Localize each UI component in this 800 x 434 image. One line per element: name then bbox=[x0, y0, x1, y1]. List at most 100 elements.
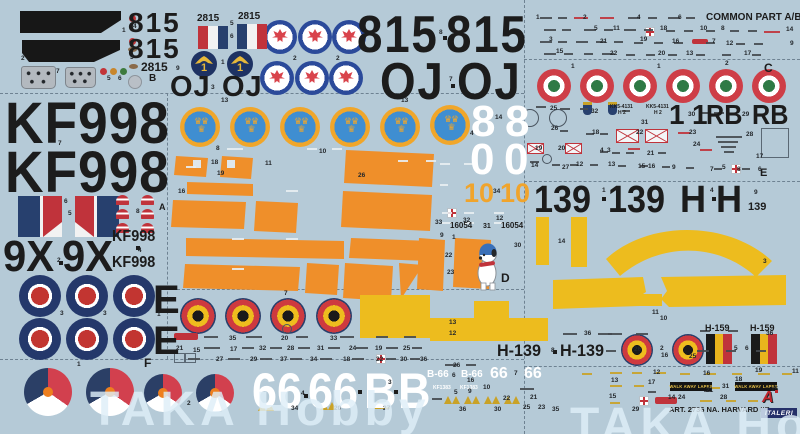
decal-index-number: 2 bbox=[725, 60, 729, 67]
decal-index-number: 7 bbox=[710, 166, 714, 173]
decal-index-number: 15 bbox=[556, 48, 564, 55]
white-stencil-text-mark bbox=[286, 238, 298, 240]
stencil-text-mark bbox=[602, 53, 614, 55]
decal-index-number: 33 bbox=[330, 335, 338, 342]
decal-text: 31 bbox=[483, 223, 491, 230]
decal-index-number: 6 bbox=[758, 166, 762, 173]
stencil-text-mark bbox=[748, 30, 757, 32]
stencil-text-mark bbox=[563, 333, 577, 335]
maple-leaf-icon bbox=[304, 70, 320, 83]
stencil-text-mark bbox=[714, 168, 722, 170]
red-x-box-decal bbox=[616, 129, 639, 143]
decal-index-number: 2 bbox=[583, 14, 587, 21]
decal-index-number: 17 bbox=[756, 153, 764, 160]
decal-index-number: 6 bbox=[452, 372, 456, 379]
white-stencil-text-mark bbox=[426, 160, 436, 162]
stencil-text-mark bbox=[646, 54, 655, 56]
maple-leaf-icon bbox=[307, 29, 323, 42]
decal-index-number: 4 bbox=[138, 247, 142, 254]
decal-index-number: 20 bbox=[281, 335, 289, 342]
decal-index-number: 20 bbox=[658, 50, 666, 57]
decal-index-number: 1 bbox=[77, 361, 81, 368]
decal-index-number: 35 bbox=[552, 406, 560, 413]
decal-index-number: 2 bbox=[187, 400, 191, 407]
decal-index-number: 25 bbox=[550, 105, 558, 112]
maple-leaf-icon bbox=[338, 70, 354, 83]
decal-index-number: 1 bbox=[602, 187, 606, 194]
decal-index-number: 14 bbox=[531, 162, 539, 169]
decal-text: H-159 bbox=[750, 323, 775, 333]
crown-icon: ♛ bbox=[197, 125, 206, 135]
oval-decal bbox=[129, 64, 138, 69]
separator-dot bbox=[136, 246, 140, 250]
stencil-text-mark bbox=[722, 54, 731, 56]
small-dot-decal bbox=[110, 68, 117, 75]
decal-index-number: 3 bbox=[211, 84, 215, 91]
decal-index-number: 27 bbox=[383, 405, 391, 412]
stencil-text-mark bbox=[558, 41, 567, 43]
stencil-text-mark bbox=[696, 54, 705, 56]
decal-index-number: 23 bbox=[689, 129, 697, 136]
stencil-text-mark bbox=[544, 53, 556, 55]
white-stencil-text-mark bbox=[494, 222, 504, 224]
stencil-text-mark bbox=[270, 347, 282, 349]
decal-index-number: 2 bbox=[660, 345, 664, 352]
decal-index-number: 8 bbox=[721, 25, 725, 32]
decal-text: H bbox=[716, 179, 743, 221]
separator-dot bbox=[394, 390, 398, 394]
decal-index-number: 13 bbox=[686, 50, 694, 57]
white-stencil-text-mark bbox=[232, 268, 244, 270]
decal-text: E bbox=[153, 278, 180, 322]
decal-index-number: 27 bbox=[562, 164, 570, 171]
decal-index-number: 19 bbox=[535, 145, 543, 152]
stencil-text-mark bbox=[754, 43, 763, 45]
crest-decal bbox=[608, 102, 617, 115]
red-stencil-box bbox=[174, 333, 198, 340]
decal-text: 66 bbox=[490, 365, 508, 382]
decal-index-number: 3 bbox=[388, 379, 392, 386]
small-dot-decal bbox=[120, 68, 127, 75]
stencil-text-mark bbox=[558, 17, 567, 19]
walkway-stencil-box: WALK AWAY LAPEX bbox=[669, 382, 713, 391]
red-stencil-text-mark bbox=[574, 17, 588, 19]
stencil-text-mark bbox=[728, 330, 738, 332]
decal-index-number: 22 bbox=[503, 395, 511, 402]
striped-cap-decal bbox=[141, 223, 154, 233]
flag-stripe bbox=[706, 334, 715, 364]
italian-roundel bbox=[709, 69, 743, 103]
outline-circle-decal bbox=[282, 324, 292, 334]
decal-text: 8 bbox=[471, 97, 496, 146]
italian-roundel bbox=[666, 69, 700, 103]
decal-index-number: 12 bbox=[726, 40, 734, 47]
decal-index-number: 24 bbox=[693, 141, 701, 148]
decal-index-number: 3 bbox=[607, 147, 611, 154]
stencil-text-mark bbox=[614, 41, 623, 43]
decal-text: H 2 bbox=[654, 110, 662, 116]
belgian-roundel bbox=[180, 298, 216, 334]
stencil-text-mark bbox=[596, 41, 605, 43]
crown-icon: ♛ bbox=[194, 117, 203, 127]
decal-text: 815 bbox=[128, 33, 181, 64]
stencil-text-mark bbox=[564, 53, 573, 55]
instrument-panel-decal bbox=[21, 66, 56, 89]
decal-index-number: 13 bbox=[221, 97, 229, 104]
separator-dot bbox=[451, 84, 455, 88]
stencil-text-mark bbox=[544, 29, 556, 31]
italian-roundel bbox=[623, 69, 657, 103]
decal-index-number: 30 bbox=[400, 356, 408, 363]
stencil-text-mark bbox=[298, 347, 310, 349]
raf-roundel bbox=[19, 275, 61, 317]
italeri-logo-square bbox=[775, 390, 778, 393]
stencil-text-mark bbox=[586, 133, 594, 135]
striped-cap-decal bbox=[116, 223, 129, 233]
decal-index-number: 5 bbox=[734, 345, 738, 352]
crown-icon: ♛ bbox=[251, 117, 260, 127]
stencil-text-mark bbox=[228, 358, 240, 360]
crown-icon: ♛ bbox=[401, 117, 410, 127]
decal-index-number: 12 bbox=[496, 215, 504, 222]
flag-stripe bbox=[208, 26, 218, 49]
decal-text: B-66 bbox=[461, 369, 483, 380]
flag-decal bbox=[198, 26, 228, 49]
decal-index-number: 3 bbox=[763, 258, 767, 265]
decal-index-number: 10 bbox=[319, 148, 327, 155]
